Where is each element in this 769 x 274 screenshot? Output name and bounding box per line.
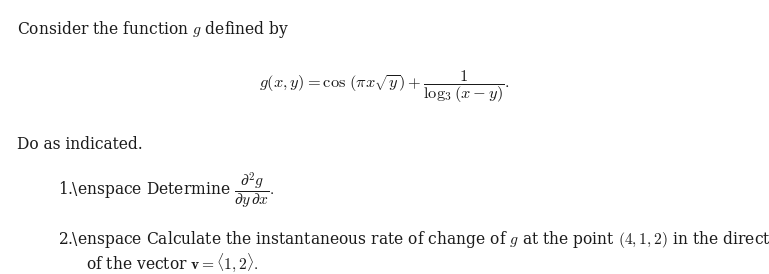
Text: Do as indicated.: Do as indicated. [17,136,143,153]
Text: 1.\enspace Determine $\dfrac{\partial^2 g}{\partial y\,\partial x}.$: 1.\enspace Determine $\dfrac{\partial^2 … [58,171,275,211]
Text: 2.\enspace Calculate the instantaneous rate of change of $g$ at the point $(4, 1: 2.\enspace Calculate the instantaneous r… [58,229,769,250]
Text: of the vector $\mathbf{v} = \langle 1, 2\rangle.$: of the vector $\mathbf{v} = \langle 1, 2… [86,253,259,274]
Text: Consider the function $g$ defined by: Consider the function $g$ defined by [17,19,289,40]
Text: $g(x, y) = \cos\,(\pi x\sqrt{y}) + \dfrac{1}{\log_3(x - y)}.$: $g(x, y) = \cos\,(\pi x\sqrt{y}) + \dfra… [259,68,510,105]
